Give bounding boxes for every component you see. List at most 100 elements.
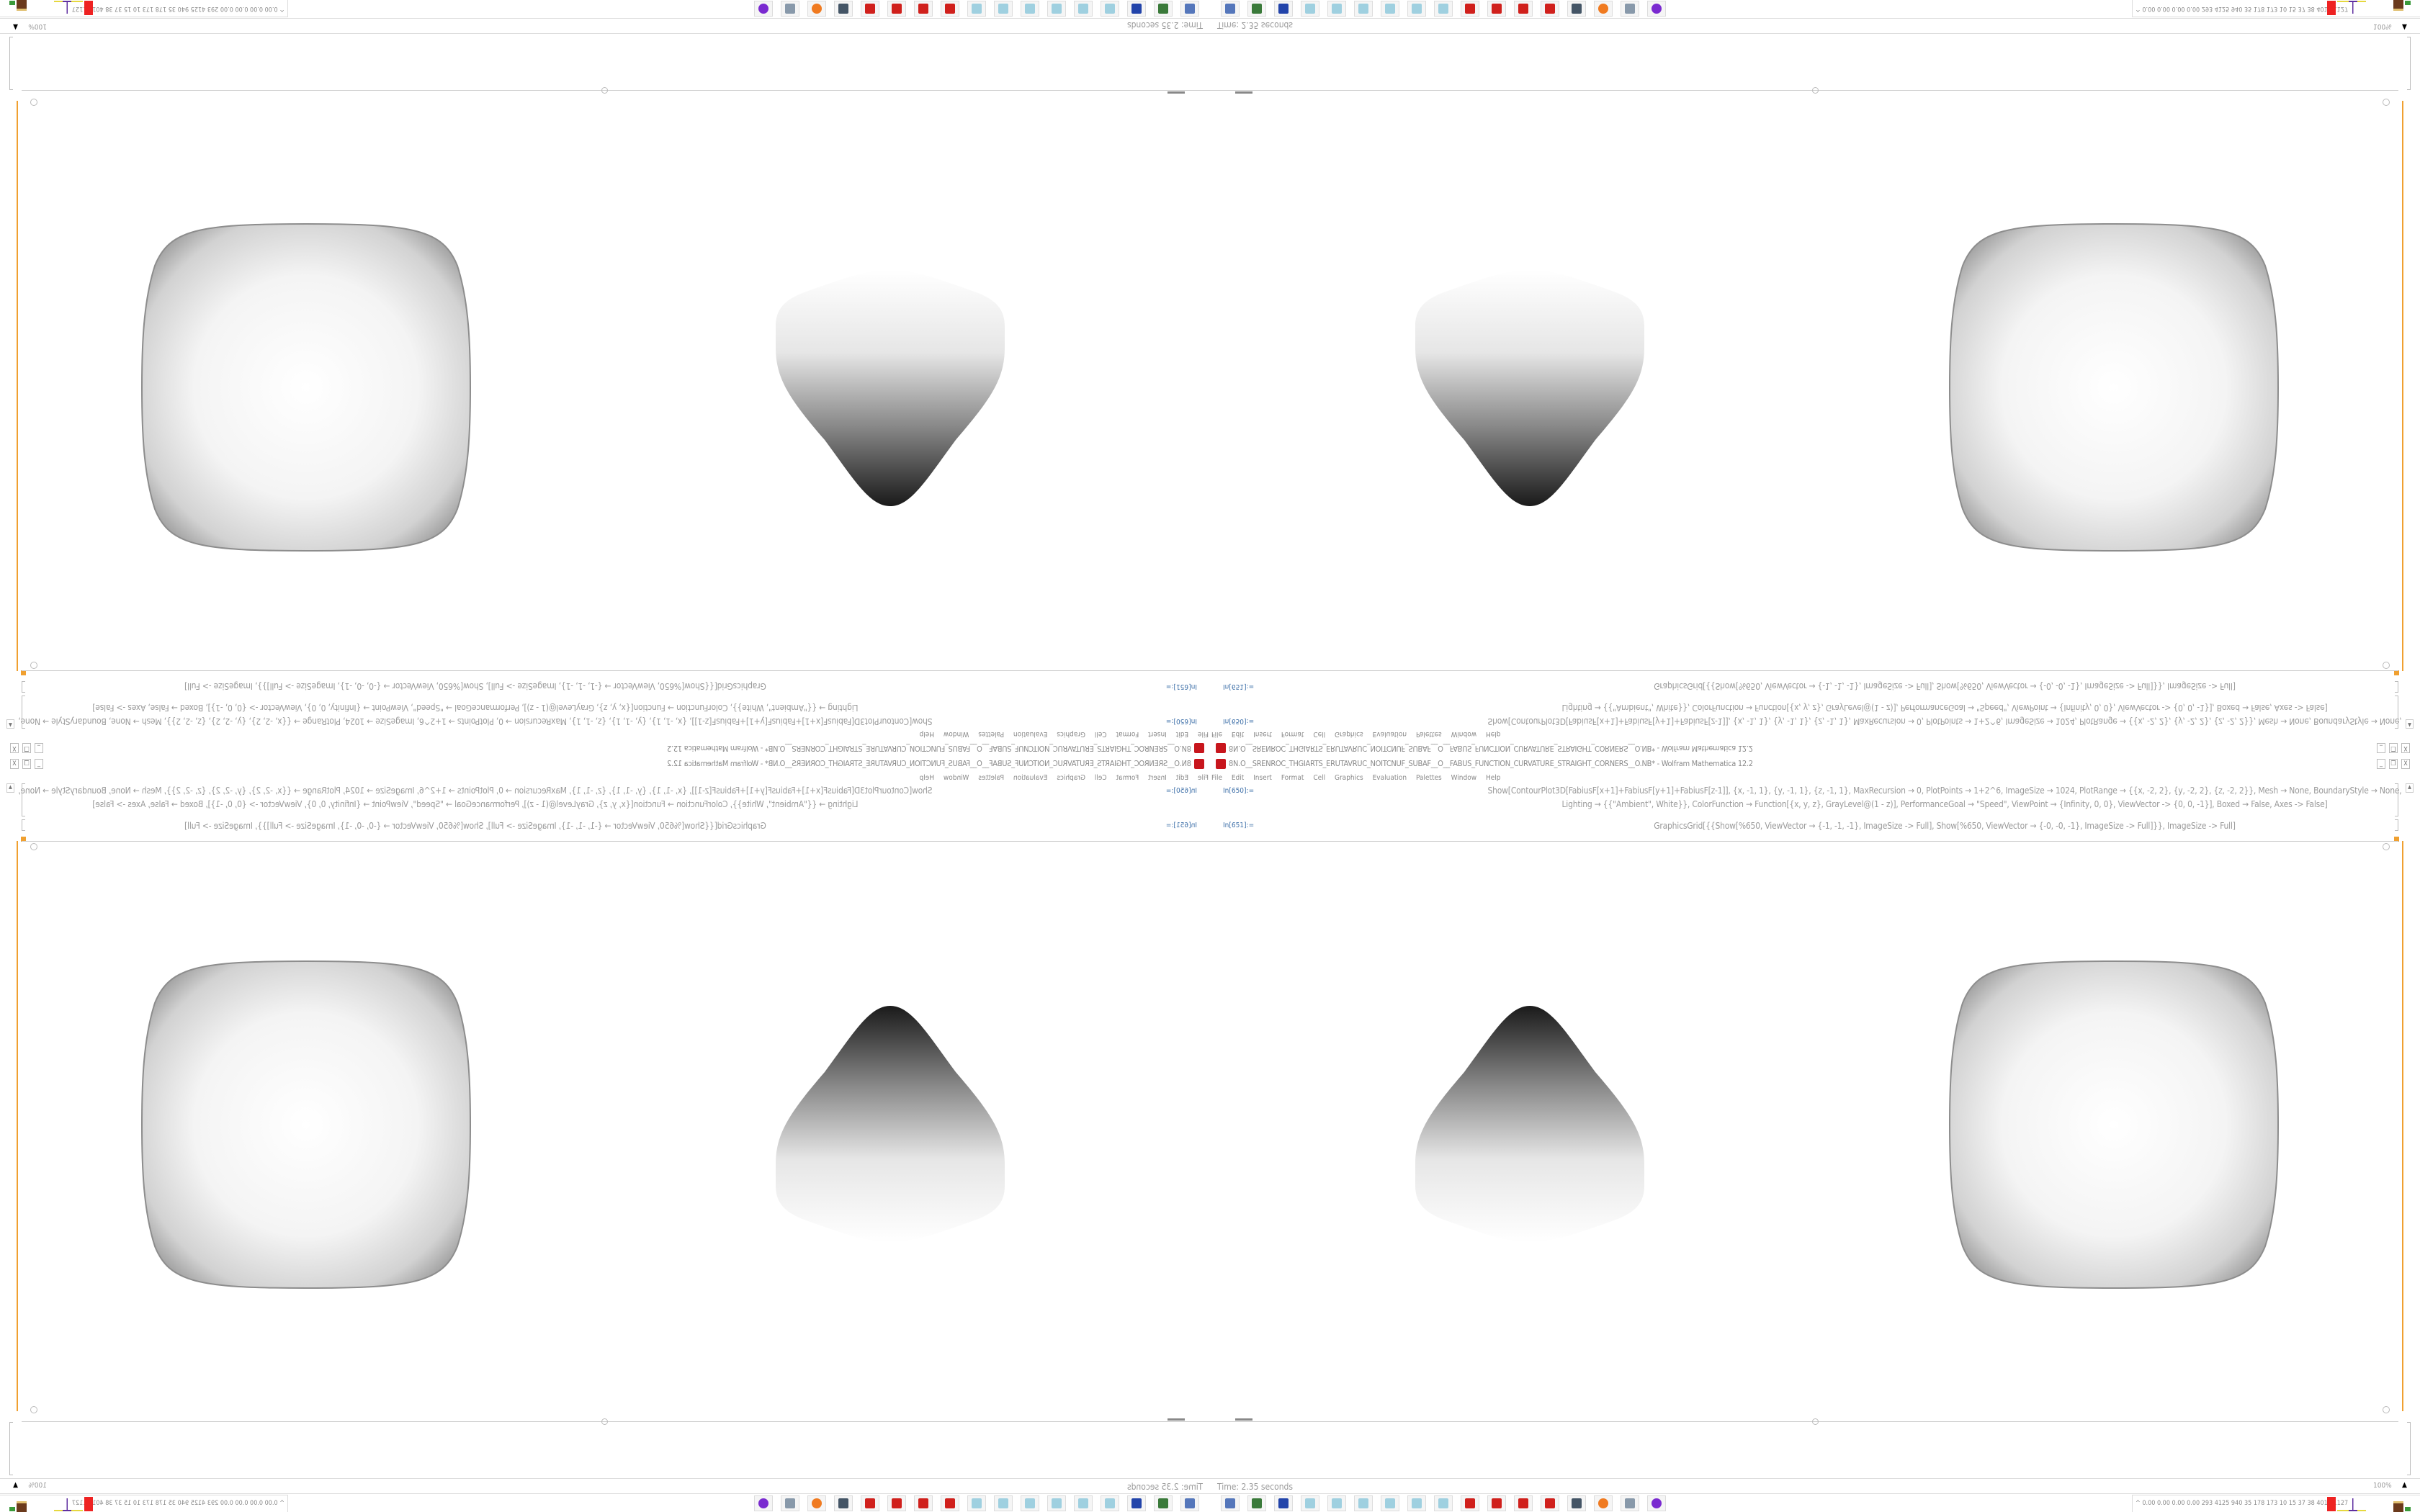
menu-insert[interactable]: Insert	[1148, 730, 1167, 738]
restore-button[interactable]: ❐	[22, 759, 31, 769]
output-cell-bracket[interactable]	[17, 101, 18, 671]
cell-bracket[interactable]	[2395, 783, 2398, 816]
contour-plot-blob[interactable]	[1415, 1006, 1644, 1242]
notepad-icon[interactable]	[1327, 1495, 1346, 1511]
computer-icon[interactable]	[1221, 1495, 1240, 1511]
output-cell-marker[interactable]	[2394, 837, 2399, 842]
input-code-line[interactable]: Show[ContourPlot3D[FabiusF[x+1]+FabiusF[…	[18, 786, 933, 796]
menu-window[interactable]: Window	[943, 730, 969, 738]
menu-edit[interactable]: Edit	[1175, 730, 1189, 738]
cell-insertion-point[interactable]	[1812, 1418, 1819, 1425]
zoom-level[interactable]: 100%	[28, 1482, 47, 1490]
zoom-level[interactable]: 100%	[2373, 22, 2392, 30]
menu-format[interactable]: Format	[1281, 730, 1304, 738]
scroll-up-button[interactable]: ▲	[2406, 783, 2414, 793]
notepad-icon[interactable]	[994, 1495, 1013, 1511]
mathematica-icon[interactable]	[1514, 1, 1533, 17]
notepad-icon[interactable]	[1381, 1, 1399, 17]
menu-cell[interactable]: Cell	[1094, 730, 1107, 738]
mathematica-icon[interactable]	[1541, 1, 1559, 17]
input-code-line[interactable]: Show[ContourPlot3D[FabiusF[x+1]+FabiusF[…	[18, 716, 933, 726]
graphics-handle-icon[interactable]	[30, 843, 37, 850]
input-code-line[interactable]: GraphicsGrid[{{Show[%650, ViewVector → {…	[184, 821, 766, 831]
menu-help[interactable]: Help	[1485, 774, 1501, 782]
contour-plot-rounded-cube[interactable]	[140, 222, 472, 552]
menu-help[interactable]: Help	[919, 730, 935, 738]
contour-plot-rounded-cube[interactable]	[1948, 222, 2280, 552]
monitor-icon[interactable]	[1154, 1, 1173, 17]
scroll-icon[interactable]	[1621, 1495, 1639, 1511]
notepad-icon[interactable]	[994, 1, 1013, 17]
input-code-line[interactable]: GraphicsGrid[{{Show[%650, ViewVector → {…	[184, 681, 766, 691]
scroll-up-button[interactable]: ▲	[2406, 719, 2414, 729]
notepad-icon[interactable]	[1354, 1495, 1373, 1511]
output-cell-bracket[interactable]	[2402, 841, 2403, 1411]
purple-app-icon[interactable]	[754, 1, 773, 17]
zoom-dropdown-icon[interactable]: ▲	[2402, 23, 2407, 31]
contour-plot-blob[interactable]	[776, 1006, 1005, 1242]
menu-palettes[interactable]: Palettes	[978, 774, 1005, 782]
cell-bracket[interactable]	[2395, 819, 2398, 831]
save-disk-icon[interactable]	[1274, 1, 1293, 17]
cell-bracket[interactable]	[2395, 681, 2398, 693]
menu-cell[interactable]: Cell	[1313, 774, 1326, 782]
restore-button[interactable]: ❐	[22, 743, 31, 753]
menu-window[interactable]: Window	[943, 774, 969, 782]
notepad-icon[interactable]	[1407, 1, 1426, 17]
purple-app-icon[interactable]	[1647, 1, 1666, 17]
save-disk-icon[interactable]	[1274, 1495, 1293, 1511]
cell-insertion-point[interactable]	[1812, 87, 1819, 94]
menu-help[interactable]: Help	[919, 774, 935, 782]
close-button[interactable]: X	[2401, 743, 2410, 753]
contour-plot-rounded-cube[interactable]	[140, 960, 472, 1290]
notepad-icon[interactable]	[1434, 1, 1453, 17]
firefox-icon[interactable]	[1594, 1, 1613, 17]
notepad-icon[interactable]	[967, 1495, 986, 1511]
minimize-button[interactable]: _	[2377, 743, 2385, 753]
menu-insert[interactable]: Insert	[1253, 730, 1272, 738]
mathematica-icon[interactable]	[1541, 1495, 1559, 1511]
device-icon[interactable]	[834, 1495, 853, 1511]
scroll-up-button[interactable]: ▲	[6, 719, 14, 729]
menu-window[interactable]: Window	[1451, 774, 1477, 782]
close-button[interactable]: X	[2401, 759, 2410, 769]
cell-bracket[interactable]	[2407, 37, 2411, 90]
mathematica-icon[interactable]	[1514, 1495, 1533, 1511]
input-code-line[interactable]: Lighting → {{"Ambient", White}}, ColorFu…	[1561, 703, 2328, 713]
menu-format[interactable]: Format	[1116, 730, 1139, 738]
menu-format[interactable]: Format	[1116, 774, 1139, 782]
device-icon[interactable]	[834, 1, 853, 17]
menu-evaluation[interactable]: Evaluation	[1372, 730, 1407, 738]
zoom-level[interactable]: 100%	[2373, 1482, 2392, 1490]
cell-bracket[interactable]	[22, 819, 25, 831]
mathematica-icon[interactable]	[914, 1495, 933, 1511]
zoom-dropdown-icon[interactable]: ▲	[2402, 1481, 2407, 1489]
purple-app-icon[interactable]	[1647, 1495, 1666, 1511]
zoom-level[interactable]: 100%	[28, 22, 47, 30]
contour-plot-rounded-cube[interactable]	[1948, 960, 2280, 1290]
input-code-line[interactable]: GraphicsGrid[{{Show[%650, ViewVector → {…	[1654, 821, 2236, 831]
menu-evaluation[interactable]: Evaluation	[1013, 730, 1048, 738]
computer-icon[interactable]	[1221, 1, 1240, 17]
close-button[interactable]: X	[10, 743, 19, 753]
firefox-icon[interactable]	[1594, 1495, 1613, 1511]
notepad-icon[interactable]	[1047, 1, 1066, 17]
menu-file[interactable]: File	[1211, 774, 1222, 782]
minimize-button[interactable]: _	[35, 743, 43, 753]
notepad-icon[interactable]	[1434, 1495, 1453, 1511]
mathematica-icon[interactable]	[1487, 1, 1506, 17]
menu-palettes[interactable]: Palettes	[1415, 730, 1442, 738]
save-disk-icon[interactable]	[1127, 1, 1146, 17]
menu-format[interactable]: Format	[1281, 774, 1304, 782]
monitor-icon[interactable]	[1154, 1495, 1173, 1511]
mathematica-icon[interactable]	[1487, 1495, 1506, 1511]
menu-file[interactable]: File	[1198, 774, 1209, 782]
input-code-line[interactable]: Lighting → {{"Ambient", White}}, ColorFu…	[1561, 799, 2328, 809]
mathematica-icon[interactable]	[941, 1, 959, 17]
scroll-up-button[interactable]: ▲	[6, 783, 14, 793]
mathematica-icon[interactable]	[1461, 1495, 1479, 1511]
menu-graphics[interactable]: Graphics	[1057, 774, 1085, 782]
notepad-icon[interactable]	[1301, 1495, 1319, 1511]
monitor-icon[interactable]	[1247, 1, 1266, 17]
cell-bracket[interactable]	[9, 1422, 13, 1475]
